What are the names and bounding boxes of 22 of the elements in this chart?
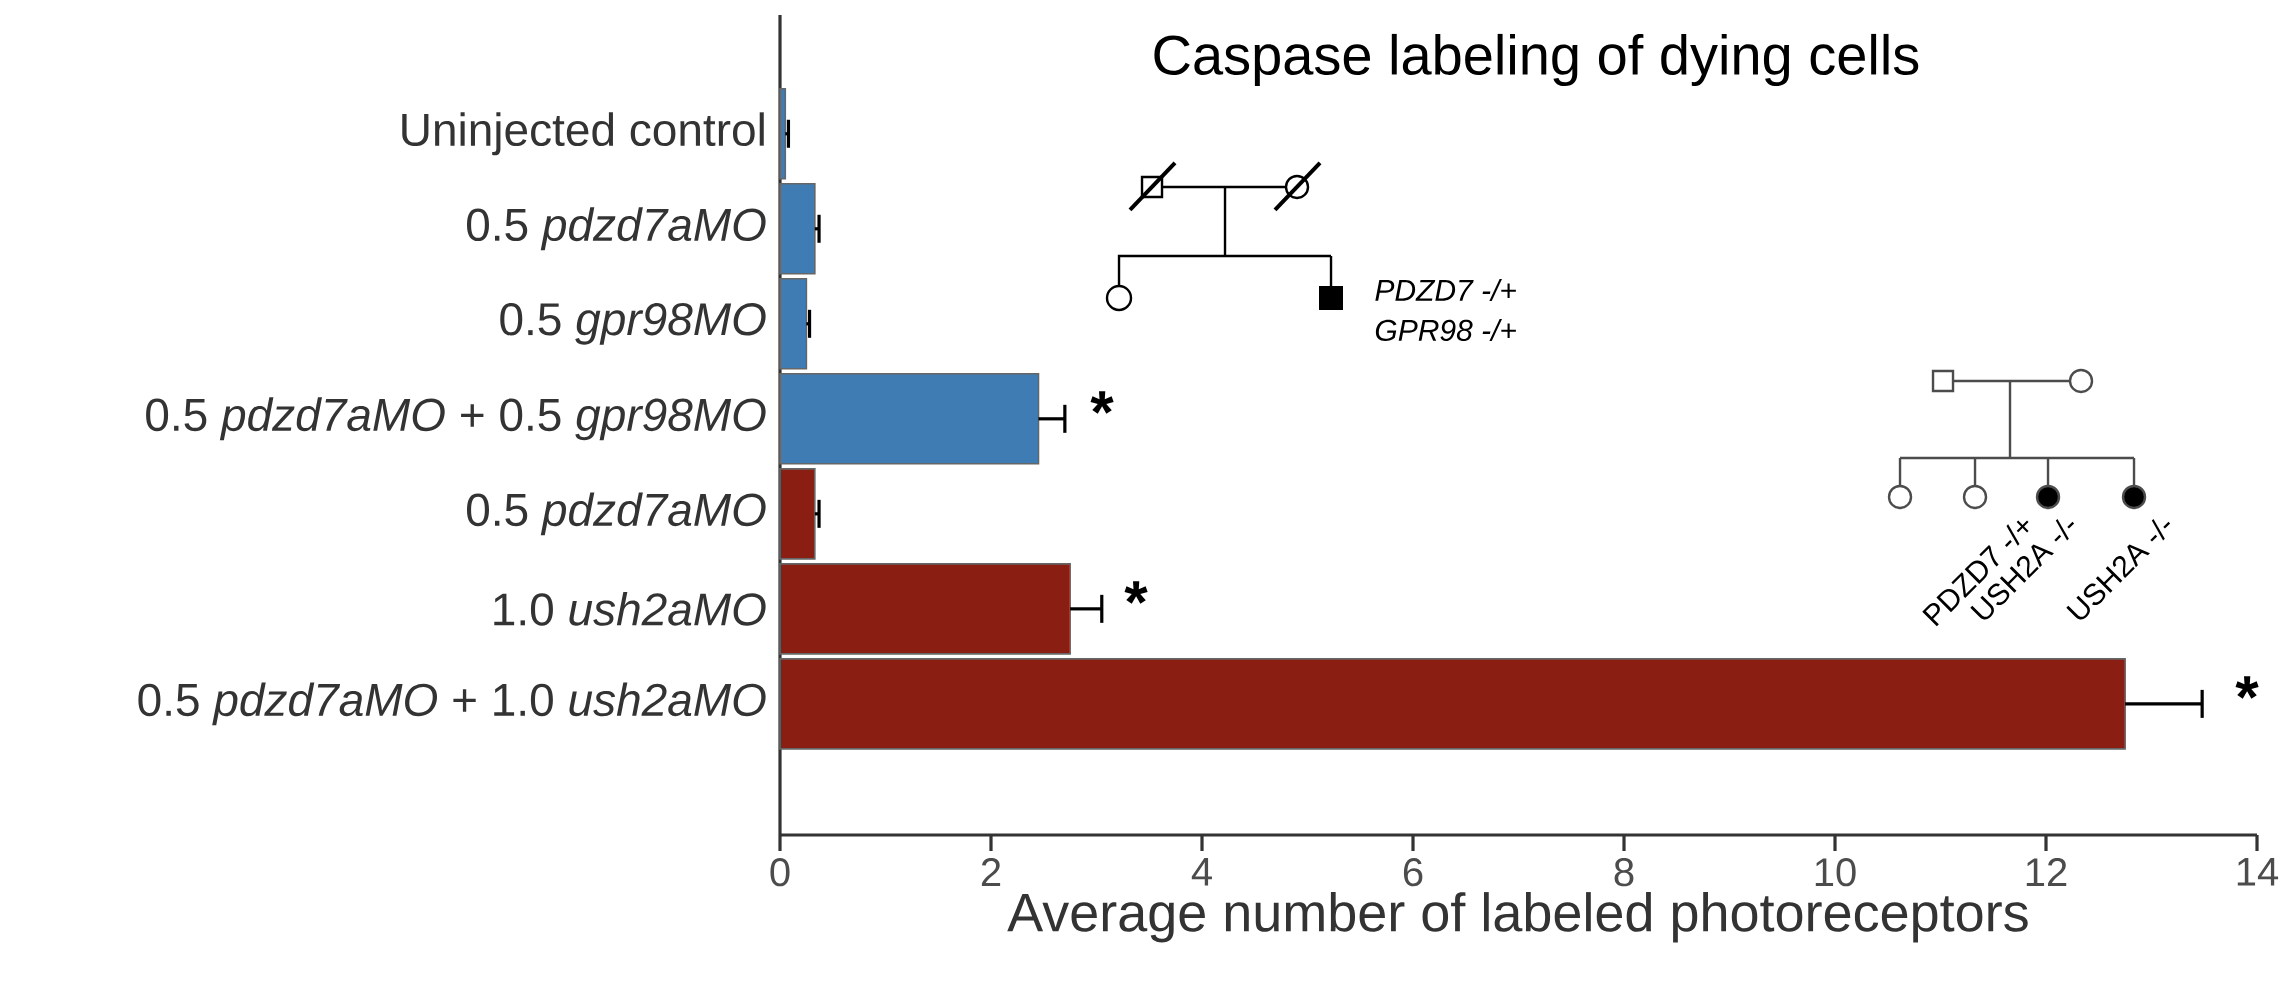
x-tick-label: 0 <box>770 858 790 887</box>
x-tick-label: 10 <box>1815 858 1856 887</box>
y-tick-label: 0.5 pdzd7aMO <box>466 492 766 536</box>
x-axis-title: Average number of labeled photoreceptors <box>1007 892 2028 943</box>
chart-title: Caspase labeling of dying cells <box>1154 33 1919 87</box>
y-tick-label: 0.5 gpr98MO <box>500 302 766 345</box>
x-tick-label: 12 <box>2026 858 2067 886</box>
x-tick-label: 14 <box>2237 858 2279 886</box>
x-tick-label: 2 <box>981 858 1001 886</box>
x-tick-label: 4 <box>1191 858 1212 886</box>
annotation: * <box>2235 676 2259 699</box>
annotation: GPR98 -/+ <box>1375 318 1516 341</box>
y-tick-label: 1.0 ush2aMO <box>494 591 766 626</box>
y-tick-label: 0.5 pdzd7aMO <box>466 207 766 251</box>
x-tick-label: 8 <box>1614 858 1634 887</box>
y-tick-label: Uninjected control <box>402 112 764 156</box>
y-tick-label: 0.5 pdzd7aMO + 0.5 gpr98MO <box>146 397 766 441</box>
annotation: PDZD7 -/+ <box>1375 278 1516 301</box>
annotation: * <box>1090 391 1114 414</box>
annotation: * <box>1124 581 1148 604</box>
y-tick-label: 0.5 pdzd7aMO + 1.0 ush2aMO <box>138 682 766 726</box>
x-tick-label: 6 <box>1403 858 1423 887</box>
